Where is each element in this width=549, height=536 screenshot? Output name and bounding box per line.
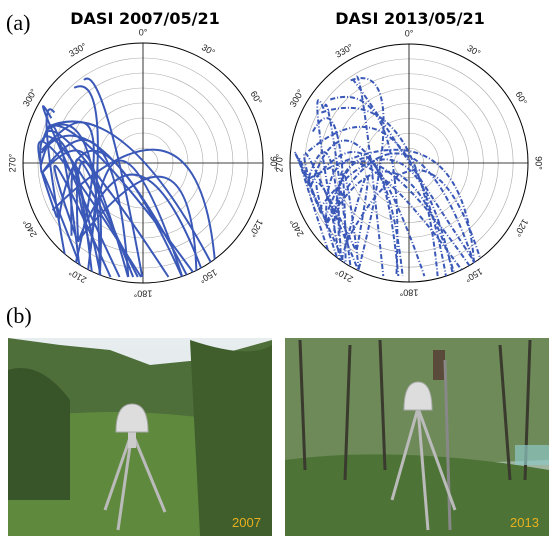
azimuth-label: 30°	[200, 42, 217, 58]
satellite-track	[297, 156, 338, 277]
satellite-track	[318, 158, 455, 277]
azimuth-label: 300°	[288, 87, 306, 108]
satellite-track	[307, 151, 343, 277]
azimuth-label: 240°	[288, 217, 306, 238]
satellite-track	[303, 151, 362, 277]
azimuth-label: 120°	[512, 217, 530, 238]
satellite-track	[321, 106, 439, 277]
azimuth-label: 0°	[405, 28, 414, 38]
satellite-track	[53, 164, 112, 278]
panel-label: (b)	[6, 303, 32, 328]
satellite-track	[351, 78, 485, 277]
panel-label: (a)	[6, 10, 30, 35]
azimuth-label: 60°	[514, 90, 530, 107]
satellite-track	[42, 105, 121, 278]
azimuth-label: 0°	[139, 27, 148, 37]
photo	[8, 338, 272, 536]
azimuth-label: 240°	[21, 217, 39, 238]
azimuth-label: 120°	[247, 218, 265, 239]
satellite-track	[83, 77, 144, 278]
satellite-track	[326, 170, 457, 277]
satellite-track	[40, 139, 130, 278]
azimuth-label: 270°	[7, 153, 17, 172]
satellite-track	[323, 157, 400, 277]
satellite-track	[315, 181, 356, 277]
satellite-track	[89, 159, 184, 278]
photo	[285, 338, 549, 536]
satellite-track	[316, 99, 344, 277]
satellite-track	[74, 158, 135, 278]
satellite-track	[37, 140, 142, 278]
plot-title: DASI 2013/05/21	[335, 9, 484, 28]
azimuth-label: 330°	[67, 41, 88, 59]
azimuth-label: 180°	[133, 289, 152, 299]
satellite-track	[311, 117, 347, 277]
satellite-track	[76, 175, 198, 278]
azimuth-label: 210°	[333, 266, 354, 284]
photo-year: 2007	[232, 515, 261, 530]
azimuth-label: 150°	[197, 267, 218, 285]
satellite-track	[47, 120, 220, 278]
satellite-track	[45, 108, 70, 278]
satellite-track	[350, 77, 385, 277]
azimuth-label: 30°	[465, 43, 482, 59]
satellite-tracks	[37, 77, 220, 278]
azimuth-label: 60°	[248, 89, 264, 106]
photo-year: 2013	[510, 515, 539, 530]
azimuth-label: 210°	[67, 267, 88, 285]
plot-title: DASI 2007/05/21	[70, 9, 219, 28]
azimuth-label: 90°	[534, 156, 544, 170]
azimuth-label: 150°	[463, 266, 484, 284]
azimuth-label: 180°	[399, 288, 418, 298]
satellite-track	[309, 151, 404, 277]
satellite-track	[309, 139, 426, 277]
azimuth-label: 270°	[274, 153, 284, 172]
azimuth-label: 300°	[21, 87, 39, 108]
satellite-track	[308, 148, 476, 277]
azimuth-label: 330°	[334, 42, 355, 60]
satellite-track	[41, 171, 86, 278]
azimuth-label: 90°	[269, 156, 279, 170]
satellite-track	[329, 95, 399, 277]
satellite-track	[293, 150, 351, 277]
satellite-track	[45, 123, 101, 278]
satellite-track	[325, 152, 480, 277]
satellite-track	[51, 148, 218, 278]
satellite-track	[355, 75, 385, 277]
satellite-tracks	[293, 75, 487, 277]
